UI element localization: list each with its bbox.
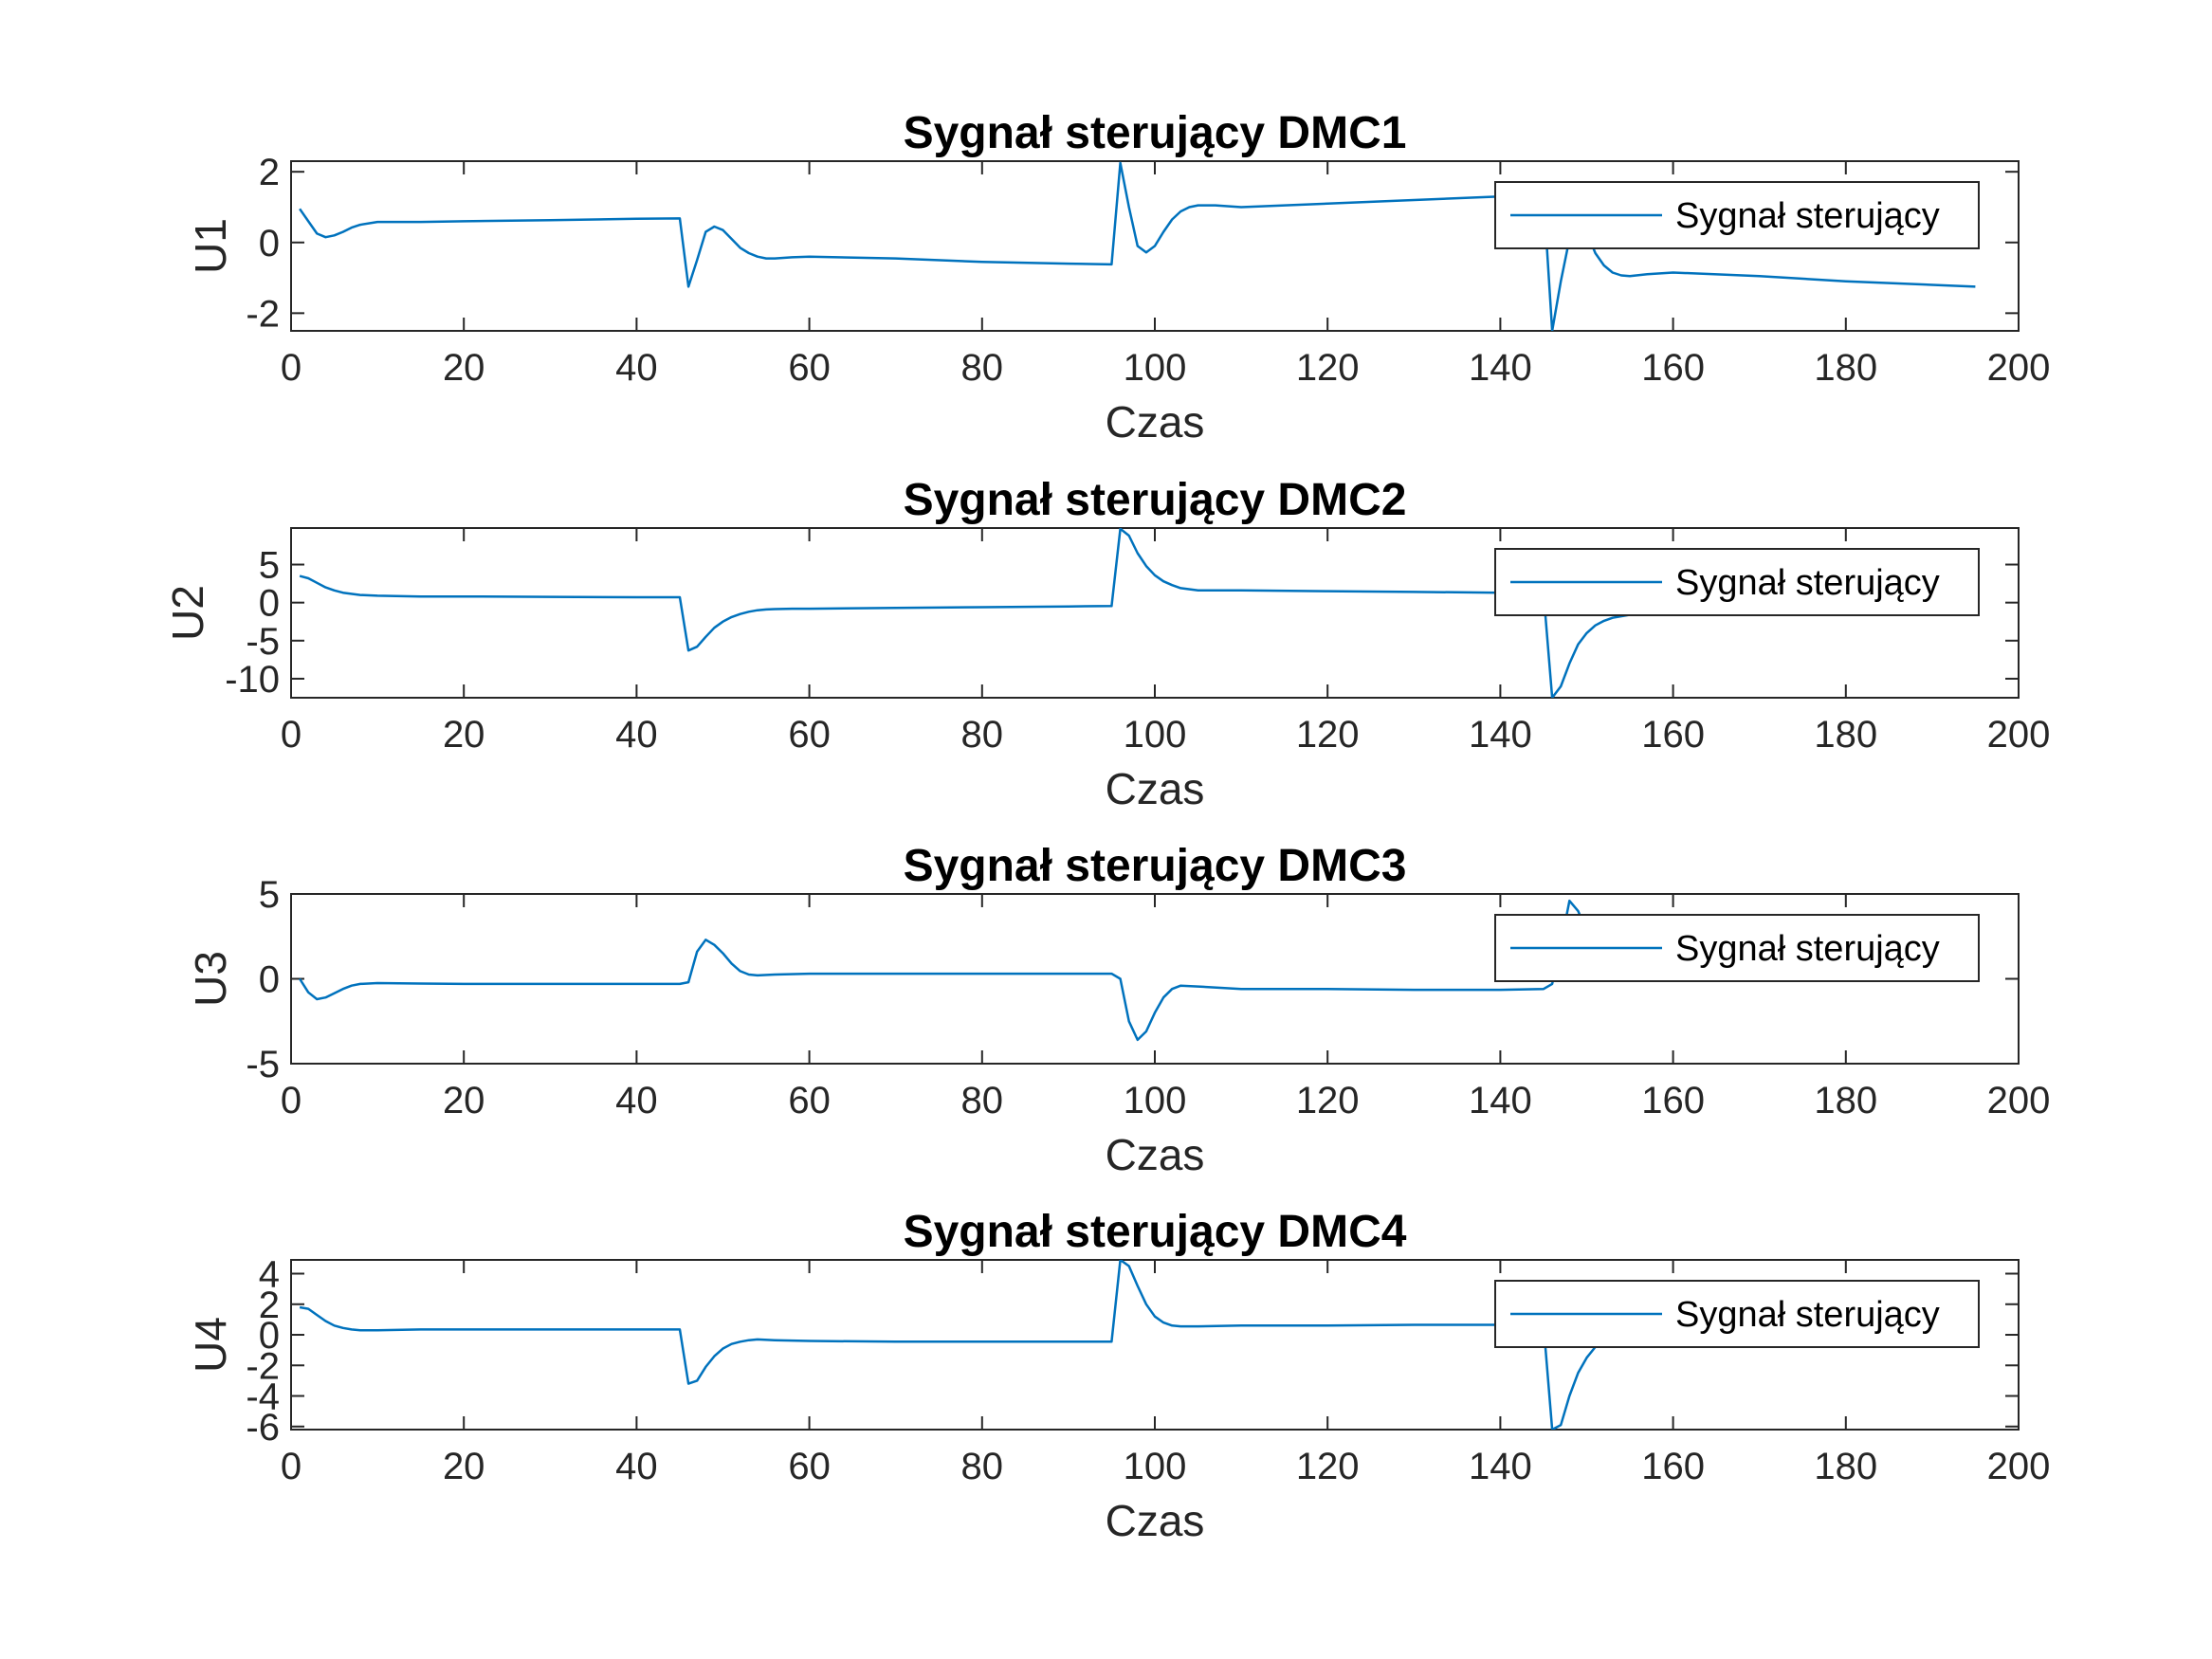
x-tick-label: 20 <box>443 1080 485 1121</box>
x-tick-label: 80 <box>961 1446 1004 1487</box>
x-tick-label: 140 <box>1469 347 1532 389</box>
x-tick-label: 0 <box>281 714 302 756</box>
x-tick-label: 120 <box>1296 1080 1360 1121</box>
chart-title: Sygnał sterujący DMC1 <box>904 108 1407 158</box>
y-tick-label: 2 <box>259 1285 280 1326</box>
x-tick-label: 40 <box>615 1446 658 1487</box>
legend: Sygnał sterujący <box>1494 1280 1980 1348</box>
x-tick-label: 120 <box>1296 347 1360 389</box>
subplot-4: 0 20 40 60 80 100 120 140 160 180 200-6-4-2024Sygn… <box>186 1207 2050 1545</box>
y-tick-label: 4 <box>259 1254 280 1296</box>
x-tick-label: 40 <box>615 1080 658 1121</box>
x-tick-label: 20 <box>443 1446 485 1487</box>
y-tick-label: 0 <box>259 223 280 264</box>
y-tick-label: 0 <box>259 959 280 1001</box>
x-tick-label: 100 <box>1124 1446 1187 1487</box>
y-tick-label: -5 <box>246 621 280 663</box>
x-tick-label: 80 <box>961 1080 1004 1121</box>
y-tick-label: -4 <box>246 1376 280 1418</box>
legend: Sygnał sterujący <box>1494 548 1980 616</box>
x-tick-label: 120 <box>1296 1446 1360 1487</box>
y-tick-label: -2 <box>246 293 280 335</box>
x-tick-label: 80 <box>961 347 1004 389</box>
y-axis-label: U1 <box>186 218 235 274</box>
series-line <box>299 528 1976 698</box>
x-axis-label: Czas <box>1106 764 1205 813</box>
chart-title: Sygnał sterujący DMC2 <box>904 475 1407 525</box>
x-tick-label: 180 <box>1814 714 1877 756</box>
x-tick-label: 60 <box>788 1446 831 1487</box>
x-tick-label: 200 <box>1987 347 2051 389</box>
x-tick-label: 140 <box>1469 1446 1532 1487</box>
x-tick-label: 40 <box>615 347 658 389</box>
x-tick-label: 40 <box>615 714 658 756</box>
x-tick-label: 60 <box>788 1080 831 1121</box>
subplot-2: 0 20 40 60 80 100 120 140 160 180 200-10-505Sygnał… <box>163 475 2050 813</box>
x-tick-label: 180 <box>1814 347 1877 389</box>
x-tick-label: 60 <box>788 714 831 756</box>
y-axis-label: U2 <box>163 585 212 641</box>
legend-label: Sygnał sterujący <box>1675 1295 1940 1335</box>
x-tick-label: 100 <box>1124 714 1187 756</box>
y-tick-label: -10 <box>225 659 280 701</box>
x-tick-label: 0 <box>281 1446 302 1487</box>
y-tick-label: -2 <box>246 1345 280 1387</box>
x-tick-label: 200 <box>1987 714 2051 756</box>
y-axis-label: U3 <box>186 951 235 1007</box>
x-tick-label: 160 <box>1641 1080 1705 1121</box>
x-tick-label: 200 <box>1987 1446 2051 1487</box>
y-tick-label: 5 <box>259 545 280 587</box>
x-tick-label: 20 <box>443 347 485 389</box>
x-tick-label: 100 <box>1124 347 1187 389</box>
x-tick-label: 180 <box>1814 1446 1877 1487</box>
x-axis-label: Czas <box>1106 1496 1205 1545</box>
y-tick-label: 2 <box>259 152 280 193</box>
x-tick-label: 0 <box>281 347 302 389</box>
x-tick-label: 160 <box>1641 714 1705 756</box>
x-tick-label: 0 <box>281 1080 302 1121</box>
chart-title: Sygnał sterujący DMC3 <box>904 841 1407 891</box>
x-tick-label: 160 <box>1641 347 1705 389</box>
x-tick-label: 120 <box>1296 714 1360 756</box>
x-tick-label: 160 <box>1641 1446 1705 1487</box>
series-line <box>299 1260 1976 1430</box>
legend-label: Sygnał sterujący <box>1675 196 1940 236</box>
legend: Sygnał sterujący <box>1494 181 1980 249</box>
y-tick-label: -5 <box>246 1044 280 1085</box>
x-tick-label: 20 <box>443 714 485 756</box>
y-axis-label: U4 <box>186 1317 235 1373</box>
x-tick-label: 80 <box>961 714 1004 756</box>
x-tick-label: 140 <box>1469 714 1532 756</box>
y-tick-label: -6 <box>246 1407 280 1449</box>
x-axis-label: Czas <box>1106 397 1205 447</box>
x-tick-label: 60 <box>788 347 831 389</box>
x-tick-label: 180 <box>1814 1080 1877 1121</box>
x-tick-label: 140 <box>1469 1080 1532 1121</box>
legend-label: Sygnał sterujący <box>1675 563 1940 603</box>
y-tick-label: 0 <box>259 1315 280 1357</box>
legend-label: Sygnał sterujący <box>1675 929 1940 969</box>
x-tick-label: 200 <box>1987 1080 2051 1121</box>
chart-title: Sygnał sterujący DMC4 <box>904 1207 1407 1257</box>
legend: Sygnał sterujący <box>1494 914 1980 982</box>
x-axis-label: Czas <box>1106 1130 1205 1179</box>
x-tick-label: 100 <box>1124 1080 1187 1121</box>
y-tick-label: 0 <box>259 583 280 625</box>
y-tick-label: 5 <box>259 874 280 916</box>
